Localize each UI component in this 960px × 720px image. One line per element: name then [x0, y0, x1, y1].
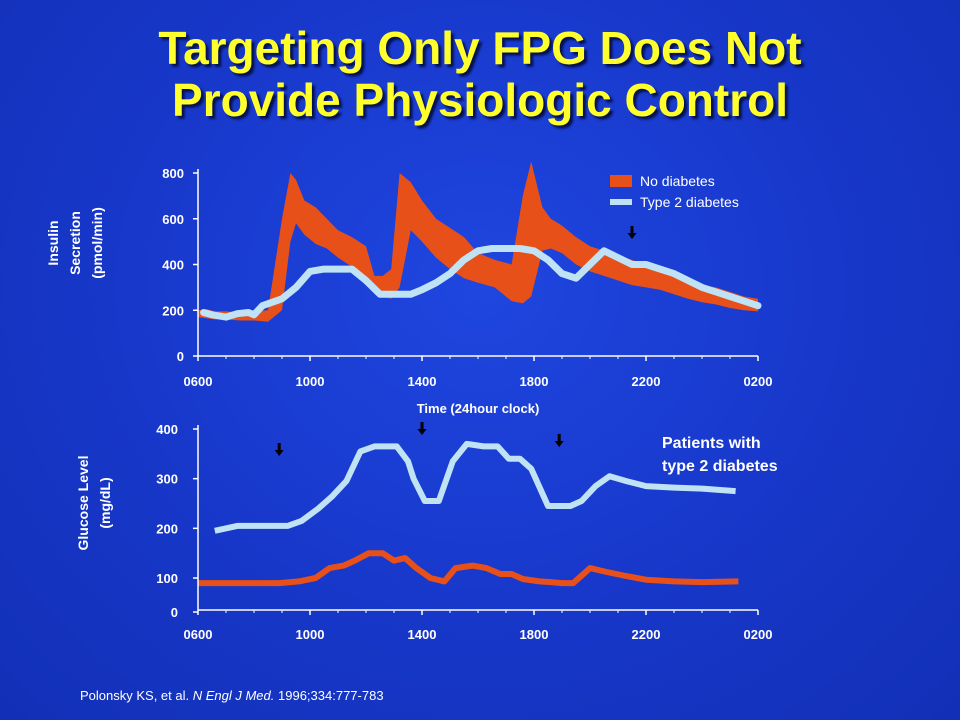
insulin-x-tick-label: 1400: [408, 374, 437, 389]
insulin-x-tick-label: 0200: [744, 374, 773, 389]
glucose-y-tick-label: 100: [156, 571, 178, 586]
glucose-y-tick-label: 400: [156, 422, 178, 437]
glucose-annotation-line: type 2 diabetes: [662, 458, 778, 475]
citation-authors: Polonsky KS, et al.: [80, 688, 193, 703]
glucose-y-axis-title-line: Glucose Level: [75, 456, 91, 551]
insulin-y-axis-title-line: Insulin: [45, 220, 61, 265]
glucose-y-axis-title-line: (mg/dL): [97, 477, 113, 528]
insulin-y-tick-label: 400: [162, 258, 184, 273]
insulin-y-tick-label: 600: [162, 212, 184, 227]
glucose-x-tick-label: 1400: [408, 627, 437, 642]
legend-swatch-type2: [610, 199, 632, 205]
insulin-y-tick-label: 200: [162, 303, 184, 318]
glucose-x-tick-label: 0600: [184, 627, 213, 642]
no-diabetes-glucose-line: [198, 550, 739, 587]
slide-title: Targeting Only FPG Does Not Provide Phys…: [0, 22, 960, 126]
glucose-y-tick-label: 300: [156, 472, 178, 487]
title-line-2: Provide Physiologic Control: [172, 74, 788, 126]
insulin-x-tick-label: 0600: [184, 374, 213, 389]
meal-arrow-icon: [554, 434, 564, 447]
glucose-y-tick-label: 200: [156, 521, 178, 536]
meal-arrow-icon: [627, 226, 637, 239]
citation-journal: N Engl J Med.: [192, 688, 275, 703]
glucose-x-tick-label: 1800: [520, 627, 549, 642]
glucose-x-tick-label: 1000: [296, 627, 325, 642]
insulin-x-tick-label: 2200: [632, 374, 661, 389]
insulin-x-axis-title: Time (24hour clock): [417, 401, 540, 416]
insulin-y-tick-label: 0: [177, 349, 184, 364]
legend-label-type2: Type 2 diabetes: [640, 194, 739, 210]
insulin-y-tick-label: 800: [162, 166, 184, 181]
type2-glucose-line: [214, 440, 736, 534]
glucose-y-tick-label: 0: [171, 605, 178, 620]
insulin-y-axis-title-line: Secretion: [67, 211, 83, 275]
citation-rest: 1996;334:777-783: [274, 688, 384, 703]
legend-label-no-diabetes: No diabetes: [640, 173, 715, 189]
insulin-x-tick-label: 1800: [520, 374, 549, 389]
title-line-1: Targeting Only FPG Does Not: [158, 22, 802, 74]
legend-swatch-no-diabetes: [610, 175, 632, 187]
glucose-annotation-line: Patients with: [662, 435, 761, 452]
type2-insulin-line: [200, 245, 762, 321]
meal-arrow-icon: [417, 422, 427, 435]
insulin-y-axis-title-line: (pmol/min): [89, 207, 105, 279]
insulin-x-tick-label: 1000: [296, 374, 325, 389]
glucose-x-tick-label: 0200: [744, 627, 773, 642]
glucose-x-tick-label: 2200: [632, 627, 661, 642]
meal-arrow-icon: [274, 443, 284, 456]
citation: Polonsky KS, et al. N Engl J Med. 1996;3…: [80, 688, 384, 703]
